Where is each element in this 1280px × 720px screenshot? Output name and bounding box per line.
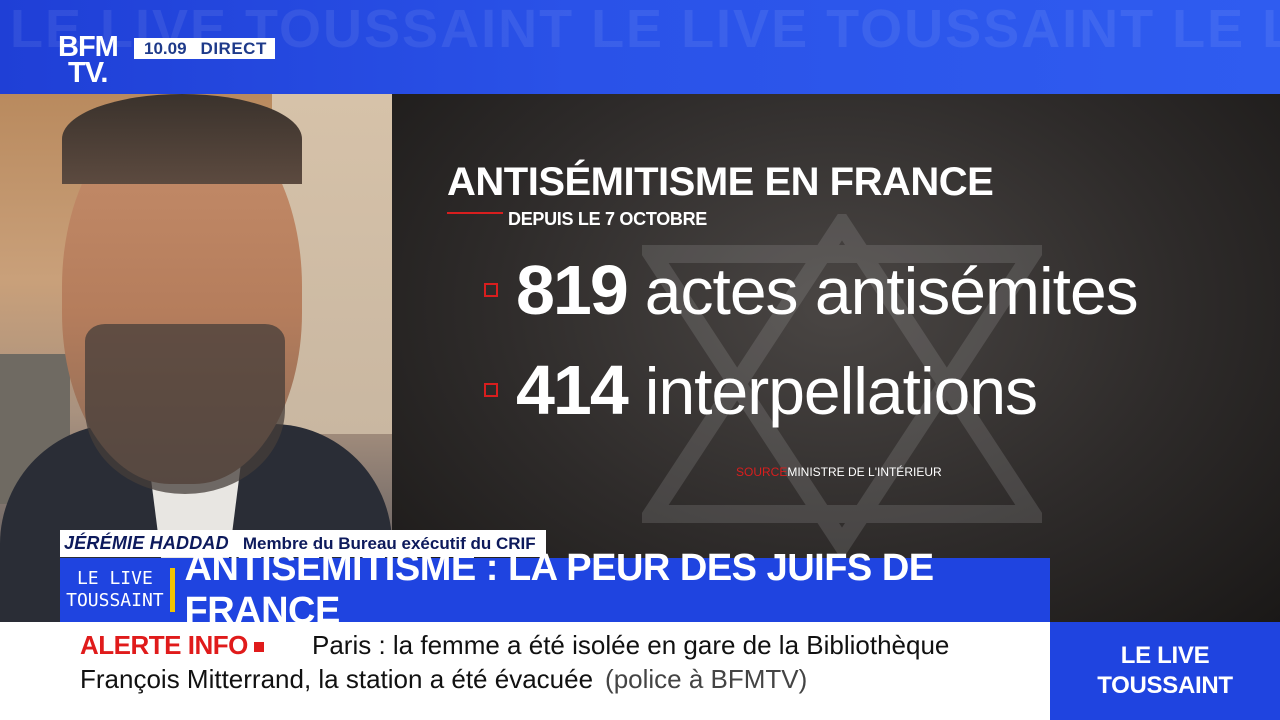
channel-logo: BFM TV. <box>58 31 128 90</box>
headline-divider <box>169 568 175 612</box>
headline-text: ANTISÉMITISME : LA PEUR DES JUIFS DE FRA… <box>184 547 935 632</box>
guest-beard <box>85 324 285 494</box>
square-bullet-icon <box>484 383 498 397</box>
logo-line-2: TV. <box>68 57 108 89</box>
source-text: MINISTRE DE L'INTÉRIEUR <box>787 465 942 479</box>
corner-line-1: LE LIVE <box>1120 642 1210 669</box>
stat-row: 819 actes antisémites <box>484 250 1139 330</box>
graphic-title: ANTISÉMITISME EN FRANCE <box>447 160 994 204</box>
live-clock-box: 10.09 DIRECT <box>134 38 275 59</box>
stat-row: 414 interpellations <box>484 350 1038 430</box>
alert-square-icon <box>253 642 264 653</box>
show-corner-badge: LE LIVE TOUSSAINT <box>1050 622 1280 720</box>
ticker-line-1: Paris : la femme a été isolée en gare de… <box>312 630 950 660</box>
alert-text: ALERTE INFO <box>80 630 248 660</box>
show-label-line-2: TOUSSAINT <box>66 590 164 611</box>
clock-time: 10.09 <box>134 38 197 59</box>
guest-role: Membre du Bureau exécutif du CRIF <box>242 533 536 553</box>
headline-bar: LE LIVE TOUSSAINT ANTISÉMITISME : LA PEU… <box>60 547 1050 632</box>
stat-value: 819 <box>516 251 629 329</box>
alert-label: ALERTE INFO <box>80 630 264 661</box>
show-label: LE LIVE TOUSSAINT <box>60 558 170 622</box>
guest-hair <box>62 94 302 184</box>
show-label-line-1: LE LIVE <box>76 568 153 589</box>
guest-name: JÉRÉMIE HADDAD <box>64 533 229 553</box>
star-of-david-icon <box>642 214 1042 554</box>
graphic-subtitle: DEPUIS LE 7 OCTOBRE <box>508 209 708 229</box>
stat-label: actes antisémites <box>644 254 1139 328</box>
stat-value: 414 <box>516 351 629 429</box>
corner-line-2: TOUSSAINT <box>1097 672 1233 699</box>
source-label: SOURCE <box>736 465 788 479</box>
square-bullet-icon <box>484 283 498 297</box>
ticker-credit: (police à BFMTV) <box>605 664 808 694</box>
title-accent-line <box>447 212 503 214</box>
news-ticker: ALERTE INFO Paris : la femme a été isolé… <box>0 622 1050 720</box>
stat-label: interpellations <box>644 354 1038 428</box>
ticker-line-2: François Mitterrand, la station a été év… <box>80 664 807 695</box>
guest-name-bar: JÉRÉMIE HADDAD Membre du Bureau exécutif… <box>60 530 546 557</box>
live-badge: DIRECT <box>196 38 275 59</box>
logo-line-1: BFM <box>58 31 119 63</box>
ticker-line-2-text: François Mitterrand, la station a été év… <box>80 664 594 694</box>
source-credit: SOURCEMINISTRE DE L'INTÉRIEUR <box>736 465 942 479</box>
guest-video-feed <box>0 94 392 624</box>
top-banner: LE LIVE TOUSSAINT LE LIVE TOUSSAINT LE L… <box>0 0 1280 94</box>
